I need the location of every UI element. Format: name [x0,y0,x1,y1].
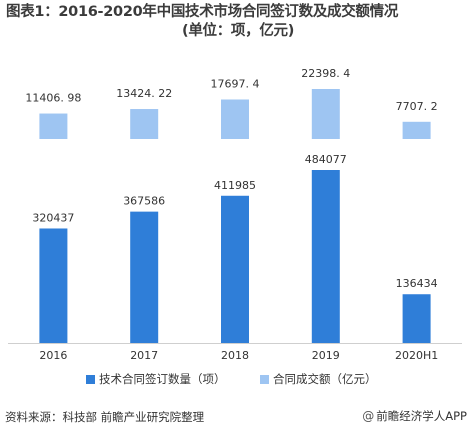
data-label-transaction-value-2017: 13424. 22 [116,87,172,100]
data-label-transaction-value-2019: 22398. 4 [301,67,350,80]
legend-label-contract-count: 技术合同签订数量（项） [99,372,226,386]
source-note: 资料来源：科技部 前瞻产业研究院整理 [5,410,205,424]
at-icon: @ [362,409,375,423]
data-label-contract-count-2020H1: 136434 [396,277,438,290]
data-label-contract-count-2018: 411985 [214,179,256,192]
bar-contract-count-2019 [311,170,340,343]
data-label-contract-count-2019: 484077 [305,153,347,166]
data-label-transaction-value-2020H1: 7707. 2 [396,100,438,113]
bar-transaction-value-2020H1 [402,121,431,139]
x-tick-label-2018: 2018 [221,349,249,362]
bar-transaction-value-2018 [221,99,249,139]
bar-contract-count-2017 [130,211,159,343]
bar-contract-count-2016 [39,228,68,343]
bar-transaction-value-2016 [39,113,68,139]
legend-swatch-contract-count [86,375,95,384]
chart-title-line2: (单位：项，亿元) [182,23,295,39]
chart-title: 图表1：2016-2020年中国技术市场合同签订数及成交额情况 (单位：项，亿元… [6,3,468,41]
chart-title-line1: 图表1：2016-2020年中国技术市场合同签订数及成交额情况 [6,4,399,20]
data-label-transaction-value-2016: 11406. 98 [25,92,81,105]
bar-contract-count-2018 [221,195,249,343]
data-label-transaction-value-2018: 17697. 4 [211,77,260,90]
data-label-contract-count-2017: 367586 [123,195,165,208]
x-tick-label-2019: 2019 [312,349,340,362]
x-tick-label-2017: 2017 [130,349,158,362]
brand-name: 前瞻经济学人APP [376,409,467,423]
legend-label-transaction-value: 合同成交额（亿元） [273,372,377,386]
bar-transaction-value-2019 [311,89,340,139]
x-tick-label-2016: 2016 [39,349,67,362]
x-tick-label-2020H1: 2020H1 [395,349,438,362]
bar-transaction-value-2017 [130,109,159,139]
legend-swatch-transaction-value [260,375,269,384]
bar-contract-count-2020H1 [402,294,431,343]
data-label-contract-count-2016: 320437 [32,211,74,224]
brand-credit: @ 前瞻经济学人APP [362,408,467,424]
